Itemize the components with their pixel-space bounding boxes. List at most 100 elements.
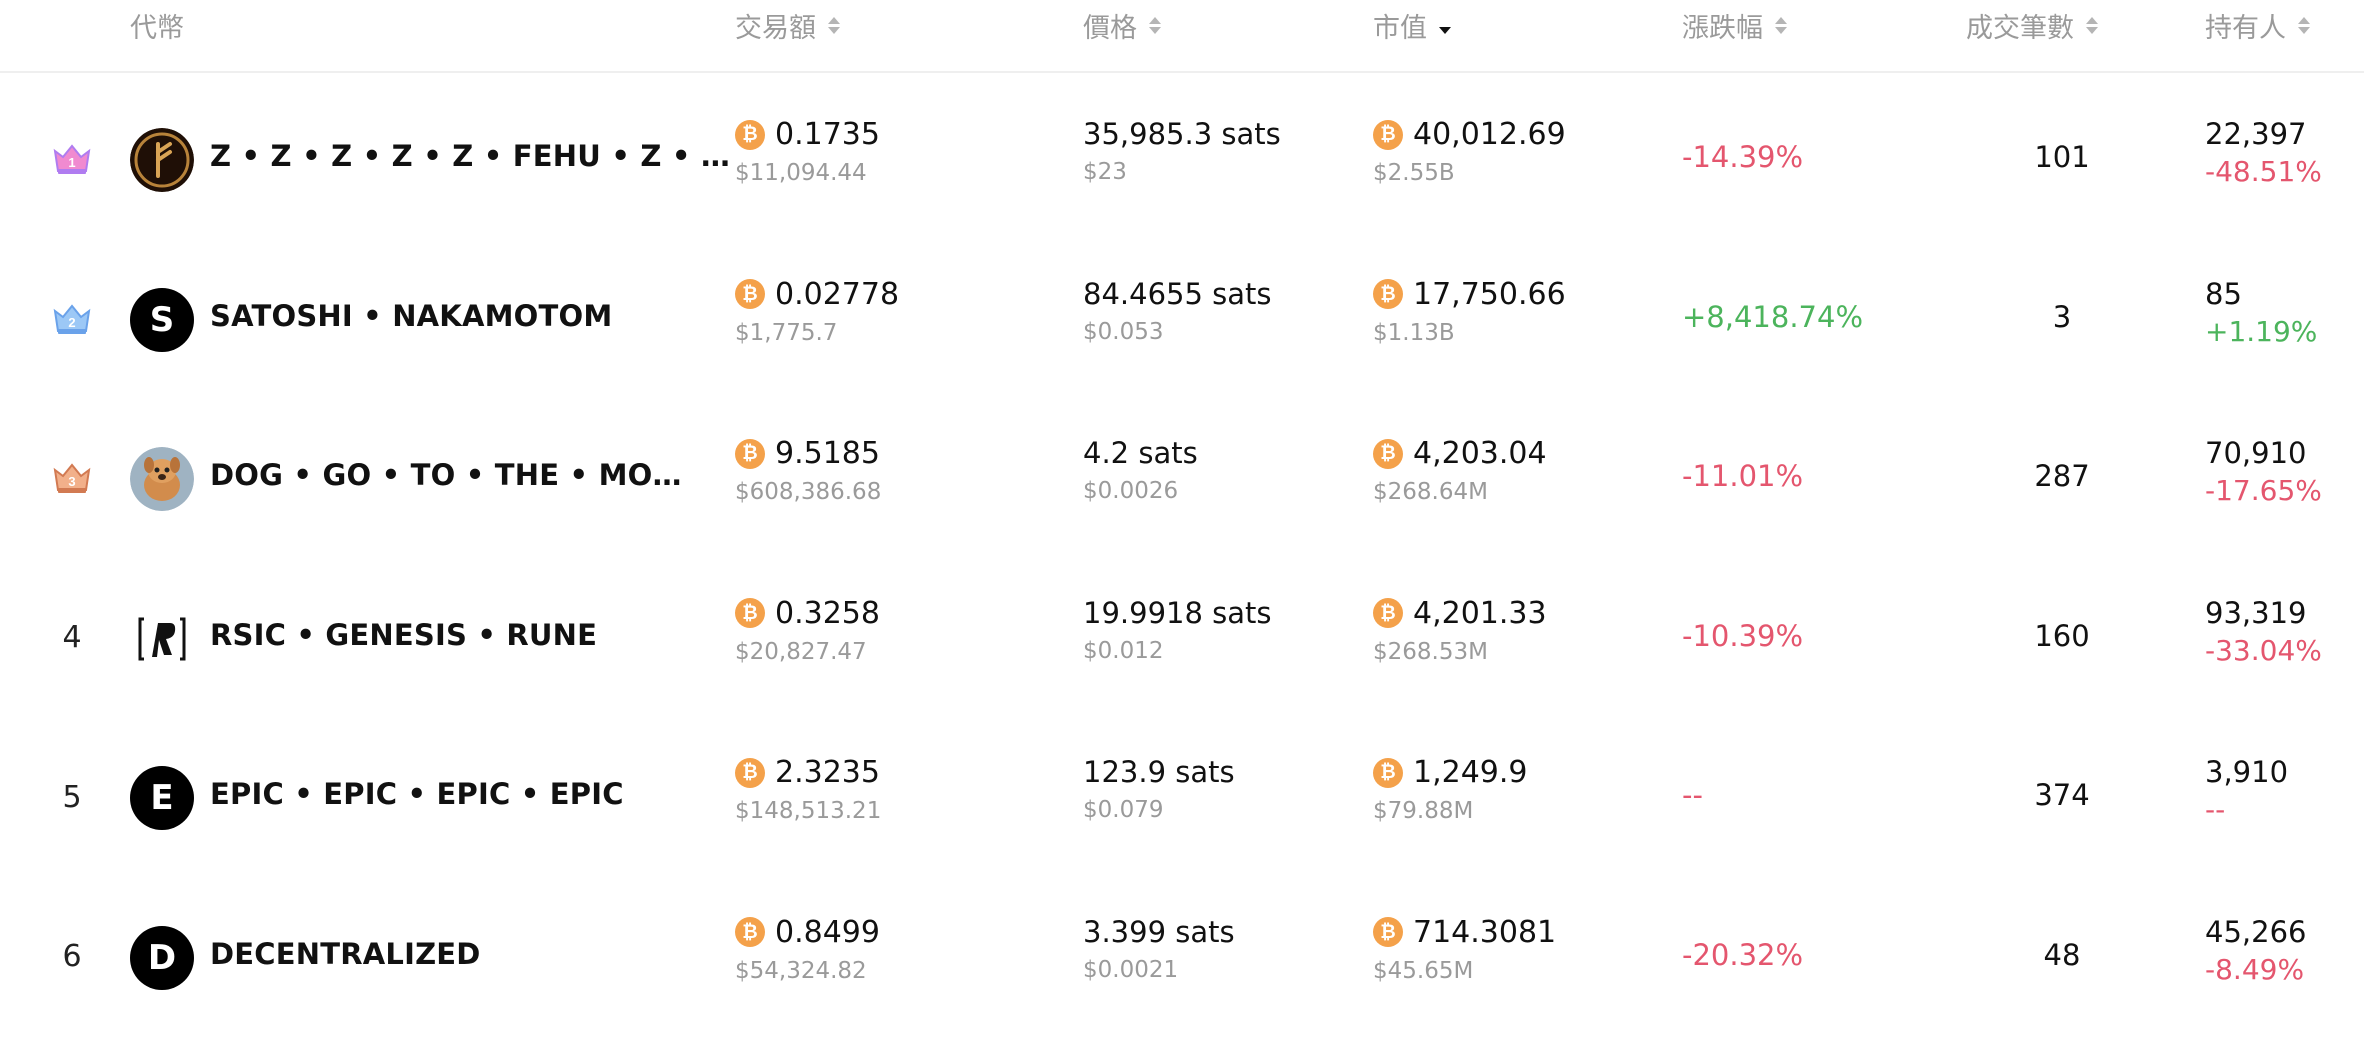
- table-row[interactable]: 2 S SATOSHI • NAKAMOTOM ₿ 0.02778 $1,775.7 84.…: [0, 239, 2364, 399]
- market-cap-btc: ₿ 1,249.9: [1373, 755, 1528, 790]
- market-cap-btc-value: 1,249.9: [1413, 755, 1528, 790]
- table-row[interactable]: 3 DOG • GO • TO • THE • MO… ₿ 9.5185 $608,38…: [0, 398, 2364, 558]
- header-market-cap[interactable]: 市值: [1373, 6, 1451, 45]
- price-change: -14.39%: [1682, 140, 1804, 174]
- transaction-count: 287: [2034, 459, 2090, 493]
- token-name[interactable]: Z • Z • Z • Z • Z • FEHU • Z • …: [210, 139, 731, 173]
- market-cap-btc: ₿ 40,012.69: [1373, 117, 1566, 152]
- sort-icon[interactable]: [2086, 17, 2098, 34]
- header-price-label: 價格: [1083, 13, 1137, 44]
- volume-btc-value: 0.1735: [775, 117, 880, 152]
- rsic-logo-icon: [130, 606, 194, 671]
- volume-btc: ₿ 0.1735: [735, 117, 880, 152]
- market-cap-btc: ₿ 4,201.33: [1373, 596, 1547, 631]
- holders-cell: 85 +1.19%: [2205, 277, 2317, 348]
- header-token: 代幣: [130, 6, 184, 45]
- holders-change: -17.65%: [2205, 474, 2322, 507]
- volume-usd: $1,775.7: [735, 319, 838, 346]
- transaction-count: 374: [2034, 778, 2090, 812]
- holders-count: 3,910: [2205, 755, 2289, 789]
- sort-desc-active-icon[interactable]: [1439, 17, 1451, 34]
- price-change: --: [1682, 778, 1703, 812]
- price-change: -20.32%: [1682, 937, 1804, 972]
- volume-cell: ₿ 0.1735 $11,094.44: [735, 117, 880, 186]
- holders-change: +1.19%: [2205, 314, 2318, 348]
- transaction-count: 3: [2052, 299, 2072, 334]
- sort-icon[interactable]: [1149, 17, 1161, 34]
- price-cell: 3.399 sats $0.0021: [1083, 915, 1235, 983]
- price-change: -11.01%: [1682, 459, 1804, 493]
- bitcoin-icon: ₿: [735, 757, 765, 788]
- volume-btc: ₿ 0.02778: [735, 277, 899, 312]
- market-cap-btc: ₿ 4,203.04: [1373, 436, 1547, 471]
- bitcoin-icon: ₿: [1373, 598, 1403, 628]
- market-cap-btc-value: 4,201.33: [1413, 595, 1547, 631]
- header-transactions[interactable]: 成交筆數: [1966, 6, 2098, 45]
- header-price[interactable]: 價格: [1083, 6, 1161, 45]
- sort-icon[interactable]: [828, 17, 840, 34]
- volume-btc-value: 2.3235: [775, 755, 880, 790]
- market-cap-cell: ₿ 1,249.9 $79.88M: [1373, 755, 1528, 824]
- price-usd: $0.053: [1083, 318, 1164, 345]
- header-volume-label: 交易額: [735, 13, 816, 44]
- sort-icon[interactable]: [2298, 17, 2310, 34]
- price-usd: $0.0026: [1083, 478, 1179, 504]
- market-cap-btc-value: 4,203.04: [1413, 436, 1547, 471]
- table-row[interactable]: 1 Z • Z • Z • Z • Z • FEHU • Z • … ₿ 0.1735…: [0, 79, 2364, 239]
- bitcoin-icon: ₿: [1373, 757, 1403, 788]
- token-name[interactable]: EPIC • EPIC • EPIC • EPIC: [210, 777, 624, 811]
- sort-icon[interactable]: [1775, 17, 1787, 34]
- market-cap-usd: $1.13B: [1373, 319, 1455, 346]
- token-name[interactable]: DECENTRALIZED: [210, 936, 481, 971]
- table-row[interactable]: 4 RSIC • GENESIS • RUNE ₿ 0.3258 $20,827.47 1…: [0, 558, 2364, 718]
- header-holders[interactable]: 持有人: [2205, 6, 2310, 45]
- header-holders-label: 持有人: [2205, 13, 2286, 44]
- volume-btc: ₿ 2.3235: [735, 755, 881, 790]
- holders-change: --: [2205, 793, 2226, 826]
- token-name[interactable]: RSIC • GENESIS • RUNE: [210, 617, 598, 652]
- market-cap-cell: ₿ 17,750.66 $1.13B: [1373, 277, 1566, 346]
- price-cell: 19.9918 sats $0.012: [1083, 596, 1272, 664]
- table-row[interactable]: 6 D DECENTRALIZED ₿ 0.8499 $54,324.82 3.399 sa…: [0, 877, 2364, 1037]
- rank-cell: 6: [62, 939, 82, 974]
- transaction-count: 101: [2034, 140, 2090, 174]
- market-cap-cell: ₿ 714.3081 $45.65M: [1373, 915, 1556, 984]
- holders-cell: 3,910 --: [2205, 755, 2288, 826]
- market-cap-cell: ₿ 40,012.69 $2.55B: [1373, 117, 1566, 186]
- table-row[interactable]: 5 E EPIC • EPIC • EPIC • EPIC ₿ 2.3235 $148,5…: [0, 717, 2364, 877]
- token-name[interactable]: SATOSHI • NAKAMOTOM: [210, 298, 613, 333]
- volume-cell: ₿ 9.5185 $608,386.68: [735, 436, 881, 505]
- crown-icon: 2: [53, 303, 91, 334]
- market-cap-btc: ₿ 17,750.66: [1373, 277, 1566, 312]
- table-header: 代幣 交易額 價格 市值 漲跌幅 成交筆數 持有人: [0, 0, 2364, 73]
- transaction-count: 160: [2034, 618, 2090, 653]
- market-cap-cell: ₿ 4,201.33 $268.53M: [1373, 596, 1547, 665]
- volume-usd: $54,324.82: [735, 957, 867, 984]
- bitcoin-icon: ₿: [735, 917, 765, 947]
- price-cell: 84.4655 sats $0.053: [1083, 277, 1272, 345]
- volume-btc-value: 0.8499: [775, 914, 880, 950]
- price-change: -10.39%: [1682, 618, 1804, 653]
- crown-rank: 1: [68, 155, 75, 170]
- market-cap-usd: $45.65M: [1373, 957, 1474, 984]
- price-cell: 35,985.3 sats $23: [1083, 117, 1281, 185]
- holders-change: -33.04%: [2205, 633, 2322, 667]
- market-cap-usd: $79.88M: [1373, 798, 1474, 824]
- rank-cell: 3: [46, 456, 98, 500]
- volume-cell: ₿ 0.3258 $20,827.47: [735, 596, 880, 665]
- token-name[interactable]: DOG • GO • TO • THE • MO…: [210, 458, 682, 492]
- header-change[interactable]: 漲跌幅: [1682, 6, 1787, 45]
- rank-cell: 1: [46, 137, 98, 181]
- holders-change: -8.49%: [2205, 952, 2305, 986]
- price-sats: 123.9 sats: [1083, 755, 1235, 789]
- holders-cell: 45,266 -8.49%: [2205, 915, 2306, 986]
- header-volume[interactable]: 交易額: [735, 6, 840, 45]
- volume-btc-value: 0.3258: [775, 595, 880, 631]
- bitcoin-icon: ₿: [735, 438, 765, 469]
- bitcoin-icon: ₿: [735, 279, 765, 309]
- market-cap-usd: $2.55B: [1373, 160, 1455, 186]
- volume-usd: $20,827.47: [735, 638, 867, 665]
- volume-btc: ₿ 0.8499: [735, 915, 880, 950]
- header-market-cap-label: 市值: [1373, 13, 1427, 44]
- bitcoin-icon: ₿: [1373, 917, 1403, 947]
